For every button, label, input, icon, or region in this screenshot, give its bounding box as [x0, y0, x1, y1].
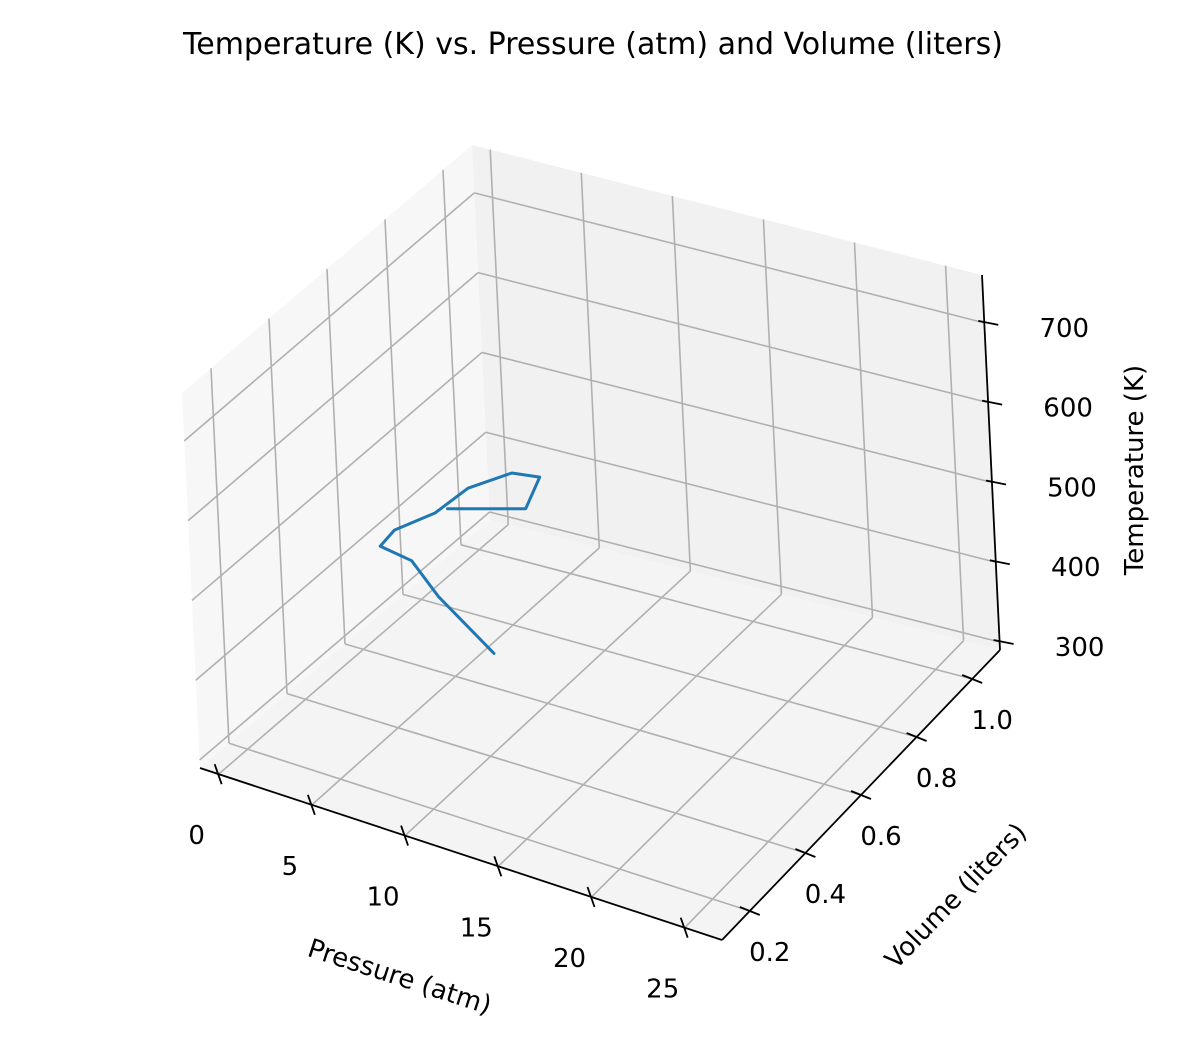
z-gridline-back	[474, 192, 985, 324]
z-gridline-left	[183, 192, 475, 442]
x-tick-label: 25	[646, 975, 679, 1005]
y-gridline-left	[384, 219, 404, 595]
y-tick-mark	[739, 906, 761, 916]
z-gridline-back	[485, 431, 996, 564]
z-gridline-left	[187, 272, 479, 522]
z-tick-mark	[981, 399, 1003, 406]
x-tick-mark	[679, 917, 689, 939]
z-gridline-left	[199, 511, 491, 761]
y-tick-mark	[906, 732, 927, 742]
x-tick-mark	[307, 794, 316, 816]
z-tick-label: 500	[1047, 473, 1097, 503]
y-tick-mark	[795, 848, 816, 858]
x-tick-label: 0	[188, 821, 205, 851]
x-tick-label: 10	[367, 883, 400, 913]
z-tick-label: 700	[1039, 314, 1089, 344]
y-tick-mark	[961, 674, 983, 684]
y-gridline-floor	[460, 544, 973, 680]
y-gridline-left	[442, 169, 462, 545]
z-gridline-left	[191, 351, 483, 602]
y-tick-label: 0.6	[860, 822, 901, 852]
z-axis-label: Temperature (K)	[1120, 365, 1150, 576]
floor-pane	[200, 520, 1000, 940]
z-axis-ticks: 300 400 500 600 700	[978, 314, 1104, 663]
x-tick-mark	[493, 855, 503, 877]
x-tick-mark	[586, 886, 596, 908]
y-gridline-floor	[344, 643, 862, 796]
y-tick-label: 0.8	[916, 764, 957, 794]
x-tick-label: 5	[282, 852, 299, 882]
y-gridline-left	[210, 368, 230, 744]
series-line	[378, 471, 542, 655]
x-gridline-back	[671, 196, 692, 572]
x-tick-label: 15	[460, 913, 493, 943]
y-axis-label: Volume (liters)	[879, 818, 1033, 976]
x-gridline-back	[944, 265, 965, 641]
y-gridline-left	[268, 318, 288, 694]
x-axis-line	[199, 767, 723, 941]
x-gridline-back	[580, 172, 601, 548]
gridlines	[183, 149, 1000, 929]
z-tick-label: 400	[1051, 553, 1101, 583]
z-axis-line	[981, 274, 1001, 651]
x-gridline-back	[762, 219, 783, 595]
z-gridline-back	[477, 271, 989, 404]
z-gridline-back	[489, 511, 1000, 643]
z-tick-mark	[978, 319, 999, 326]
z-tick-label: 300	[1055, 633, 1105, 663]
y-tick-label: 0.2	[749, 938, 790, 968]
z-tick-mark	[985, 479, 1007, 486]
chart-title: Temperature (K) vs. Pressure (atm) and V…	[182, 27, 1003, 62]
z-tick-mark	[989, 559, 1010, 566]
x-tick-mark	[400, 825, 409, 846]
x-tick-label: 20	[553, 944, 586, 974]
y-tick-label: 1.0	[972, 706, 1013, 736]
y-gridline-floor	[286, 692, 806, 854]
y-axis-ticks: 0.2 0.4 0.6 0.8 1.0	[739, 674, 1013, 968]
z-tick-mark	[993, 639, 1014, 645]
x-gridline-back	[489, 149, 510, 525]
y-tick-mark	[850, 790, 872, 800]
x-axis-ticks: 0 5 10 15 20 25	[188, 763, 689, 1005]
z-tick-label: 600	[1043, 394, 1093, 424]
y-gridline-left	[326, 268, 346, 645]
z-gridline-back	[481, 351, 993, 484]
x-tick-mark	[213, 763, 223, 785]
x-gridline-back	[853, 242, 874, 618]
y-tick-label: 0.4	[805, 880, 846, 910]
x-axis-label: Pressure (atm)	[304, 934, 495, 1022]
y-gridline-floor	[228, 742, 751, 912]
y-gridline-floor	[402, 593, 917, 738]
z-gridline-left	[195, 431, 487, 681]
